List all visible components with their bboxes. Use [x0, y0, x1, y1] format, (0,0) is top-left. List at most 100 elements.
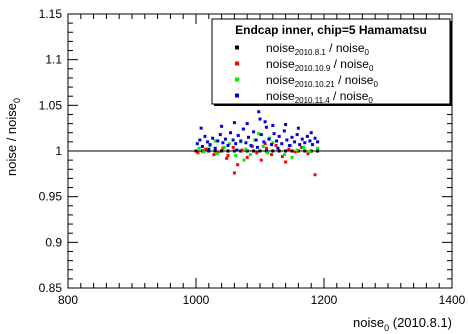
- data-point: [207, 149, 211, 153]
- legend: Endcap inner, chip=5 Hamamatsu noise2010…: [211, 18, 452, 106]
- data-point: [245, 122, 249, 126]
- data-points: [194, 110, 320, 177]
- data-point: [206, 140, 210, 144]
- data-point: [290, 155, 294, 159]
- data-point: [276, 146, 280, 150]
- data-point: [298, 143, 302, 147]
- data-point: [231, 145, 235, 149]
- data-point: [255, 151, 259, 155]
- data-point: [213, 139, 217, 143]
- data-point: [258, 117, 262, 121]
- data-point: [263, 142, 267, 146]
- data-point: [232, 121, 236, 125]
- data-point: [277, 149, 281, 153]
- data-point: [302, 145, 306, 149]
- data-point: [270, 153, 274, 157]
- y-tick-label: 1: [55, 144, 62, 158]
- data-point: [305, 134, 309, 138]
- data-point: [259, 133, 263, 137]
- data-point: [306, 152, 310, 156]
- data-point: [200, 144, 204, 148]
- x-tick-label: 1400: [439, 293, 466, 307]
- data-point: [285, 138, 289, 142]
- legend-entry-label: noise2010.8.1 / noise0: [266, 41, 370, 57]
- data-point: [287, 144, 291, 148]
- data-point: [232, 149, 236, 153]
- legend-entry-label: noise2010.11.4 / noise0: [266, 89, 373, 105]
- data-point: [284, 149, 288, 153]
- data-point: [303, 149, 307, 153]
- data-point: [208, 143, 212, 147]
- data-point: [308, 150, 312, 154]
- data-point: [271, 149, 275, 153]
- data-point: [287, 147, 291, 151]
- data-point: [203, 134, 207, 138]
- data-point: [293, 140, 297, 144]
- data-point: [255, 145, 259, 149]
- data-point: [280, 154, 284, 158]
- y-tick-label: 1.15: [39, 7, 63, 21]
- data-point: [222, 145, 226, 149]
- data-point: [264, 125, 268, 129]
- data-point: [300, 137, 304, 141]
- data-point: [263, 120, 267, 124]
- data-point: [220, 149, 224, 153]
- data-point: [316, 140, 320, 144]
- legend-marker: [235, 61, 239, 66]
- data-point: [225, 156, 229, 160]
- data-point: [303, 141, 307, 145]
- data-point: [271, 123, 275, 127]
- data-point: [296, 126, 300, 130]
- legend-marker: [235, 45, 239, 50]
- x-tick-label: 1200: [311, 293, 338, 307]
- data-point: [295, 148, 299, 152]
- data-point: [280, 142, 284, 146]
- data-point: [313, 136, 317, 140]
- data-point: [284, 123, 288, 127]
- data-point: [220, 124, 224, 128]
- data-point: [277, 134, 281, 138]
- data-point: [223, 137, 227, 141]
- data-point: [229, 131, 233, 135]
- data-point: [213, 149, 217, 153]
- data-point: [239, 139, 243, 143]
- data-point: [313, 173, 317, 177]
- data-point: [257, 110, 261, 114]
- legend-entry-label: noise2010.10.21 / noise0: [266, 73, 378, 89]
- data-point: [259, 158, 263, 162]
- data-point: [218, 133, 222, 137]
- data-point: [275, 139, 279, 143]
- data-point: [216, 139, 220, 143]
- data-point: [195, 142, 199, 146]
- data-point: [234, 154, 238, 158]
- data-point: [245, 155, 249, 159]
- data-point: [282, 129, 286, 133]
- y-axis-title-main: noise / noise: [4, 103, 19, 176]
- data-point: [226, 154, 230, 158]
- data-point: [231, 138, 235, 142]
- y-tick-label: 0.85: [39, 281, 63, 295]
- data-point: [211, 136, 215, 140]
- data-point: [204, 147, 208, 151]
- data-point: [257, 132, 261, 136]
- data-point: [244, 147, 248, 151]
- legend-shadow: [450, 21, 452, 106]
- data-point: [216, 150, 220, 154]
- legend-box: [211, 18, 451, 105]
- data-point: [235, 148, 239, 152]
- legend-marker: [235, 93, 239, 98]
- legend-entry-label: noise2010.10.9 / noise0: [266, 57, 374, 73]
- y-tick-label: 1.1: [45, 53, 62, 67]
- data-point: [274, 144, 278, 148]
- data-point: [316, 146, 320, 150]
- data-point: [221, 141, 225, 145]
- data-point: [212, 153, 216, 157]
- x-axis-title-rest: (2010.8.1): [389, 315, 452, 330]
- data-point: [258, 149, 262, 153]
- data-point: [266, 151, 270, 155]
- data-point: [236, 133, 240, 137]
- data-point: [244, 141, 248, 145]
- data-point: [264, 149, 268, 153]
